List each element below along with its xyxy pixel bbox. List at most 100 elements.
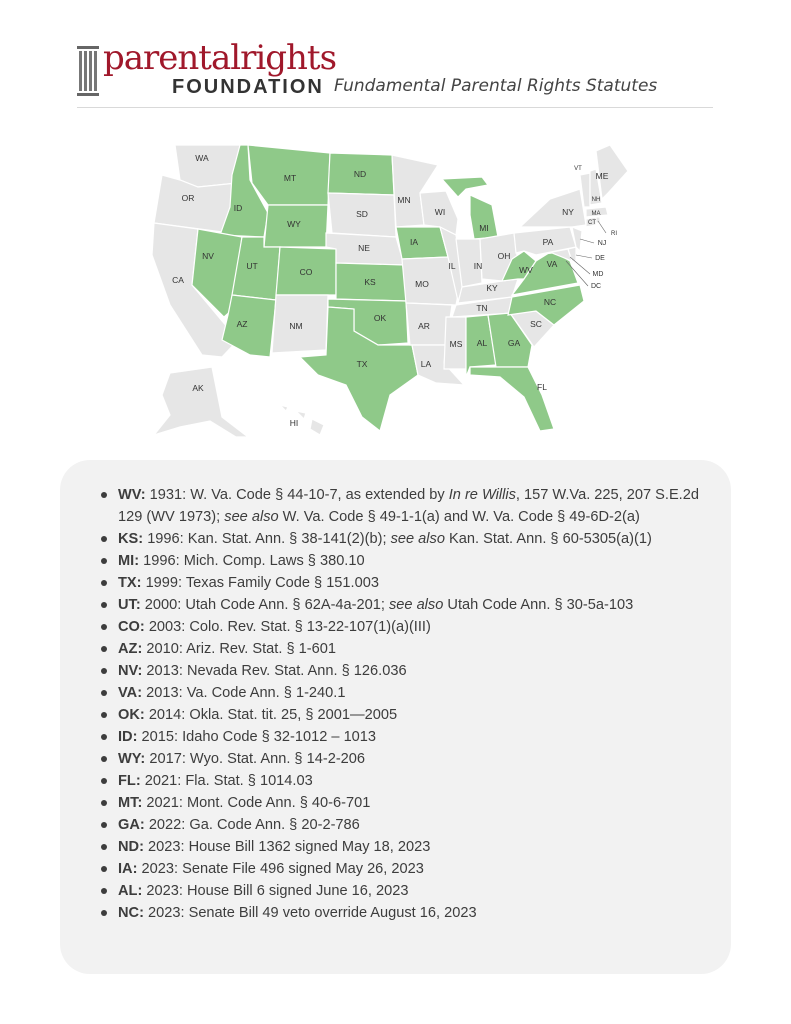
label-DC: DC [591, 283, 601, 290]
statute-state-code: WY: [118, 751, 146, 767]
statute-text: 2013: Nevada Rev. Stat. Ann. § 126.036 [142, 663, 407, 679]
label-MA: MA [592, 211, 601, 217]
label-CA: CA [172, 275, 184, 285]
statute-item: FL: 2021: Fla. Stat. § 1014.03 [100, 770, 700, 792]
statute-state-code: GA: [118, 817, 145, 833]
page-title: Fundamental Parental Rights Statutes [334, 76, 658, 96]
label-WI: WI [435, 207, 445, 217]
label-RI: RI [611, 231, 617, 237]
label-TN: TN [476, 303, 487, 313]
statute-text: Kan. Stat. Ann. § 60-5305(a)(1) [444, 531, 652, 547]
statute-text: 1996: Kan. Stat. Ann. § 38-141(2)(b); [143, 531, 391, 547]
label-ND: ND [354, 169, 366, 179]
label-VT: VT [574, 166, 582, 172]
state-VA [510, 250, 579, 296]
statute-text: 2014: Okla. Stat. tit. 25, § 2001—2005 [144, 707, 398, 723]
label-NC: NC [544, 297, 556, 307]
label-ME: ME [596, 171, 609, 181]
logo-foundation: FOUNDATION [172, 76, 324, 98]
statute-state-code: ID: [118, 729, 138, 745]
statute-state-code: ND: [118, 839, 144, 855]
label-OH: OH [498, 251, 511, 261]
label-PA: PA [543, 237, 554, 247]
statute-state-code: IA: [118, 861, 138, 877]
statute-text: 2021: Fla. Stat. § 1014.03 [140, 773, 313, 789]
statute-item: NV: 2013: Nevada Rev. Stat. Ann. § 126.0… [100, 660, 700, 682]
label-CT: CT [588, 220, 596, 226]
statute-item: UT: 2000: Utah Code Ann. § 62A-4a-201; s… [100, 594, 700, 616]
statute-text: 2017: Wyo. Stat. Ann. § 14-2-206 [145, 751, 366, 767]
label-DE: DE [595, 255, 605, 262]
label-MD: MD [593, 271, 604, 278]
state-NH [589, 168, 603, 206]
label-UT: UT [246, 261, 257, 271]
label-NJ: NJ [598, 240, 607, 247]
label-MI: MI [479, 223, 488, 233]
state-IN [455, 238, 483, 288]
statute-item: MT: 2021: Mont. Code Ann. § 40-6-701 [100, 792, 700, 814]
label-NM: NM [289, 321, 302, 331]
statute-italic: see also [390, 531, 445, 547]
statute-italic: see also [388, 597, 444, 613]
label-KY: KY [486, 283, 498, 293]
label-NE: NE [358, 243, 370, 253]
statute-item: VA: 2013: Va. Code Ann. § 1-240.1 [100, 682, 700, 704]
header-divider [77, 107, 713, 108]
statute-state-code: NV: [118, 663, 143, 679]
state-GA [487, 312, 533, 368]
label-MO: MO [415, 279, 429, 289]
logo-wordmark: parentalrights [103, 38, 337, 78]
label-AR: AR [418, 321, 430, 331]
statute-text: W. Va. Code § 49-1-1(a) and W. Va. Code … [278, 509, 640, 525]
label-CO: CO [300, 267, 313, 277]
statute-item: GA: 2022: Ga. Code Ann. § 20-2-786 [100, 814, 700, 836]
label-IA: IA [410, 237, 418, 247]
statute-text: 2003: Colo. Rev. Stat. § 13-22-107(1)(a)… [144, 619, 431, 635]
statute-item: WY: 2017: Wyo. Stat. Ann. § 14-2-206 [100, 748, 700, 770]
label-IL: IL [448, 261, 455, 271]
label-AZ: AZ [237, 319, 248, 329]
label-GA: GA [508, 338, 521, 348]
label-WV: WV [519, 265, 533, 275]
statute-text: 2010: Ariz. Rev. Stat. § 1-601 [142, 641, 336, 657]
label-ID: ID [234, 203, 243, 213]
statute-state-code: KS: [118, 531, 144, 547]
state-HI [278, 403, 325, 436]
label-AK: AK [192, 383, 204, 393]
statute-text: 1999: Texas Family Code § 151.003 [141, 575, 379, 591]
statute-state-code: CO: [118, 619, 145, 635]
state-VT [579, 172, 591, 208]
label-MT: MT [284, 173, 296, 183]
statute-text: 2023: Senate File 496 signed May 26, 202… [137, 861, 424, 877]
statute-text: 2013: Va. Code Ann. § 1-240.1 [142, 685, 346, 701]
statute-state-code: UT: [118, 597, 141, 613]
statute-text: 2023: House Bill 6 signed June 16, 2023 [142, 883, 409, 899]
label-WA: WA [195, 153, 209, 163]
statute-italic: see also [224, 509, 279, 525]
statute-state-code: AL: [118, 883, 143, 899]
statute-item: TX: 1999: Texas Family Code § 151.003 [100, 572, 700, 594]
statute-state-code: MT: [118, 795, 143, 811]
state-NY [518, 188, 587, 228]
statute-text: , 157 W.Va. 225, 207 S.E.2d 129 (WV 1973… [118, 487, 699, 525]
statutes-list: WV: 1931: W. Va. Code § 44-10-7, as exte… [100, 484, 700, 924]
statute-item: AL: 2023: House Bill 6 signed June 16, 2… [100, 880, 700, 902]
state-NC [507, 284, 585, 326]
statute-text: 1996: Mich. Comp. Laws § 380.10 [139, 553, 365, 569]
statute-text: 2000: Utah Code Ann. § 62A-4a-201; [140, 597, 389, 613]
statute-text: 2023: Senate Bill 49 veto override Augus… [143, 905, 477, 921]
label-HI: HI [290, 418, 299, 428]
label-WY: WY [287, 219, 301, 229]
statute-item: MI: 1996: Mich. Comp. Laws § 380.10 [100, 550, 700, 572]
state-AL [465, 314, 497, 378]
statute-item: NC: 2023: Senate Bill 49 veto override A… [100, 902, 700, 924]
label-FL: FL [537, 382, 547, 392]
label-OK: OK [374, 313, 387, 323]
statute-text: 2021: Mont. Code Ann. § 40-6-701 [142, 795, 371, 811]
statute-state-code: OK: [118, 707, 145, 723]
statute-state-code: FL: [118, 773, 141, 789]
statute-state-code: TX: [118, 575, 142, 591]
state-WA [174, 144, 241, 188]
label-MS: MS [450, 339, 463, 349]
label-SD: SD [356, 209, 368, 219]
